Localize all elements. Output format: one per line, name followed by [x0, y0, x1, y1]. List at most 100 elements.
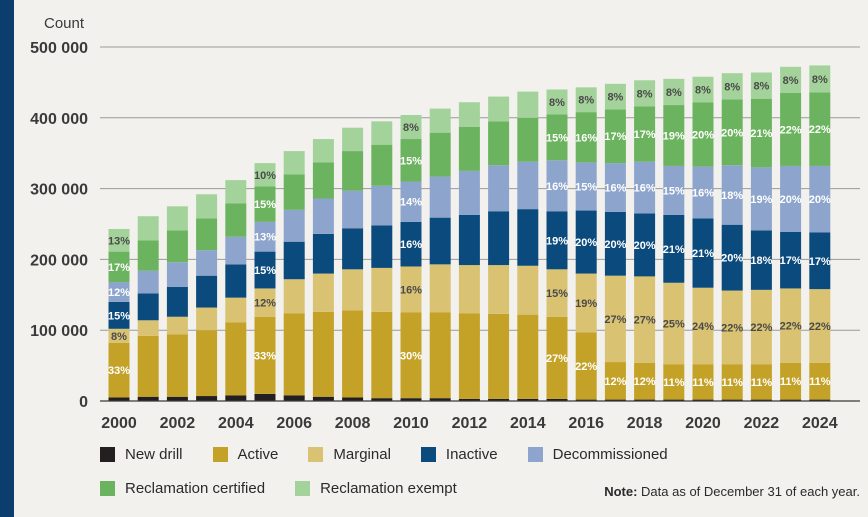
legend-swatch	[420, 447, 436, 462]
bar-segment	[809, 92, 831, 166]
segment-label: 10%	[254, 170, 276, 182]
bar-segment	[166, 316, 188, 335]
bar-segment	[663, 165, 685, 215]
legend-label: New drill	[125, 446, 183, 463]
bar-segment	[400, 114, 422, 140]
bar-segment	[809, 232, 831, 290]
bar-segment	[108, 282, 130, 302]
segment-label: 11%	[721, 377, 743, 389]
bar-segment	[604, 211, 626, 276]
bar-segment	[634, 106, 656, 162]
bar-segment	[780, 165, 802, 232]
bar-segment	[166, 287, 188, 317]
segment-label: 22%	[780, 321, 802, 333]
segment-label: 15%	[546, 132, 568, 144]
segment-label: 22%	[809, 321, 831, 333]
x-tick-label: 2006	[276, 415, 312, 432]
segment-label: 11%	[809, 376, 831, 388]
note-label: Note:	[604, 484, 638, 499]
bar-segment	[196, 307, 218, 331]
bar-segment	[546, 160, 568, 212]
legend-swatch	[527, 447, 543, 462]
legend-label: Reclamation exempt	[320, 480, 457, 497]
legend-swatch	[100, 481, 115, 496]
bar-segment	[342, 127, 364, 152]
bar-segment	[517, 91, 539, 118]
segment-label: 20%	[780, 194, 802, 206]
bar-segment	[517, 314, 539, 399]
segment-label: 8%	[753, 81, 769, 93]
segment-label: 16%	[400, 284, 422, 296]
bar-segment	[371, 311, 393, 399]
bar-segment	[400, 221, 422, 267]
segment-label: 14%	[400, 197, 422, 209]
segment-label: 12%	[254, 298, 276, 310]
bar-segment	[283, 279, 305, 314]
bar-segment	[488, 211, 510, 266]
bar-segment	[750, 72, 772, 99]
bar-segment	[400, 266, 422, 313]
segment-label: 22%	[780, 124, 802, 136]
segment-label: 12%	[108, 287, 130, 299]
segment-label: 21%	[692, 248, 714, 260]
x-tick-label: 2014	[510, 415, 546, 432]
bar-segment	[312, 273, 334, 312]
bar-segment	[488, 398, 510, 401]
bar-segment	[283, 241, 305, 280]
bar-segment	[429, 176, 451, 218]
segment-label: 8%	[695, 84, 711, 96]
bar-segment	[429, 398, 451, 401]
segment-label: 13%	[254, 232, 276, 244]
segment-label: 27%	[604, 314, 626, 326]
bar-segment	[721, 73, 743, 100]
segment-label: 16%	[575, 132, 597, 144]
bar-segment	[342, 310, 364, 398]
bar-segment	[721, 99, 743, 166]
bar-segment	[196, 330, 218, 397]
bar-segment	[634, 80, 656, 107]
bar-segment	[137, 320, 159, 336]
segment-label: 22%	[750, 322, 772, 334]
bar-segment	[604, 399, 626, 401]
y-tick-label: 100 000	[30, 323, 88, 340]
bar-segment	[196, 194, 218, 219]
bar-segment	[166, 396, 188, 401]
segment-label: 19%	[750, 194, 772, 206]
bar-segment	[663, 105, 685, 166]
bar-segment	[780, 231, 802, 289]
bar-segment	[342, 269, 364, 311]
bar-segment	[458, 398, 480, 401]
bar-segment	[400, 398, 422, 401]
bar-segment	[196, 250, 218, 276]
legend-swatch	[308, 447, 324, 462]
y-tick-label: 0	[79, 394, 88, 411]
x-tick-label: 2010	[393, 415, 429, 432]
segment-label: 20%	[604, 239, 626, 251]
bar-segment	[225, 297, 247, 323]
bar-segment	[546, 316, 568, 399]
bar-segment	[750, 289, 772, 365]
bar-segment	[342, 228, 364, 270]
segment-label: 8%	[549, 97, 565, 109]
segment-label: 17%	[108, 262, 130, 274]
legend-swatch	[212, 447, 228, 462]
bar-segment	[400, 312, 422, 399]
bar-segment	[371, 267, 393, 312]
bar-segment	[575, 273, 597, 333]
x-tick-label: 2024	[802, 415, 838, 432]
x-tick-label: 2008	[335, 415, 371, 432]
bar-segment	[225, 264, 247, 298]
segment-label: 16%	[400, 239, 422, 251]
x-tick-label: 2020	[685, 415, 721, 432]
bar-segment	[429, 264, 451, 313]
segment-label: 15%	[546, 288, 568, 300]
bar-segment	[517, 265, 539, 315]
bar-segment	[663, 282, 685, 365]
bars	[108, 65, 831, 401]
bar-segment	[458, 102, 480, 128]
bar-segment	[108, 328, 130, 343]
bar-segment	[663, 364, 685, 400]
segment-label: 8%	[607, 92, 623, 104]
bar-segment	[400, 139, 422, 182]
bar-segment	[604, 275, 626, 363]
